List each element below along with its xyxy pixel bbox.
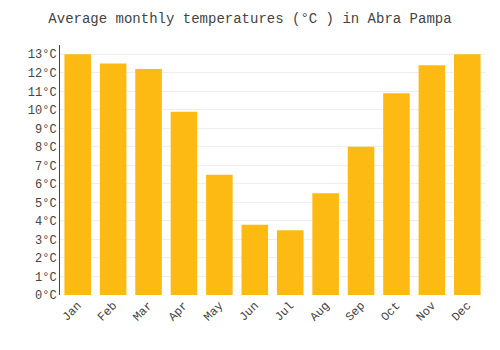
svg-text:6°C: 6°C bbox=[35, 178, 57, 192]
svg-text:Aug: Aug bbox=[308, 299, 333, 324]
svg-text:5°C: 5°C bbox=[35, 197, 57, 211]
svg-text:Feb: Feb bbox=[95, 299, 120, 324]
svg-text:10°C: 10°C bbox=[28, 104, 57, 118]
svg-text:Jan: Jan bbox=[60, 299, 85, 324]
svg-text:11°C: 11°C bbox=[28, 86, 57, 100]
svg-text:Dec: Dec bbox=[449, 299, 474, 324]
svg-text:Sep: Sep bbox=[343, 299, 368, 324]
svg-text:7°C: 7°C bbox=[35, 160, 57, 174]
svg-text:9°C: 9°C bbox=[35, 123, 57, 137]
svg-text:2°C: 2°C bbox=[35, 252, 57, 266]
svg-text:Apr: Apr bbox=[166, 299, 191, 324]
svg-text:13°C: 13°C bbox=[28, 48, 57, 62]
svg-text:8°C: 8°C bbox=[35, 141, 57, 155]
svg-text:4°C: 4°C bbox=[35, 215, 57, 229]
svg-text:Jun: Jun bbox=[237, 299, 262, 324]
svg-text:3°C: 3°C bbox=[35, 234, 57, 248]
svg-text:Average monthly temperatures (: Average monthly temperatures (°C ) in Ab… bbox=[48, 11, 451, 27]
svg-text:1°C: 1°C bbox=[35, 271, 57, 285]
svg-text:Jul: Jul bbox=[272, 299, 297, 324]
svg-text:0°C: 0°C bbox=[35, 289, 57, 303]
svg-text:Nov: Nov bbox=[414, 299, 439, 324]
svg-text:Oct: Oct bbox=[378, 299, 403, 324]
svg-text:12°C: 12°C bbox=[28, 67, 57, 81]
svg-text:May: May bbox=[201, 299, 226, 324]
svg-text:Mar: Mar bbox=[130, 299, 155, 324]
